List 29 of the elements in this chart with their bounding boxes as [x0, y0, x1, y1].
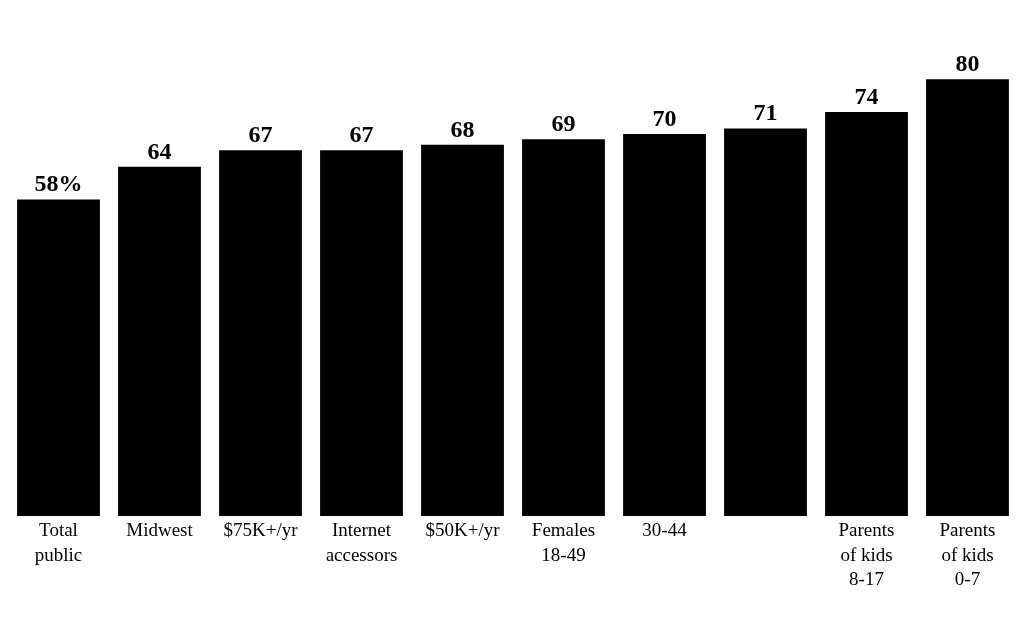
data-label: 80	[955, 50, 980, 77]
bar	[118, 166, 201, 516]
x-tick-label: Midwest	[126, 519, 194, 540]
bar	[522, 139, 605, 516]
bar	[926, 79, 1009, 516]
bar	[825, 112, 908, 516]
x-tick-label: 30-44	[642, 519, 688, 540]
x-tick-label: Parents of kids 0-7	[939, 519, 996, 590]
bar	[421, 144, 504, 516]
x-tick-label: Parents of kids 8-17	[838, 519, 895, 590]
bar	[17, 199, 100, 516]
bar	[320, 150, 403, 516]
x-tick-label: $75K+/yr	[223, 519, 299, 540]
bar	[724, 128, 807, 516]
data-label: 58%	[34, 170, 83, 197]
data-label: 71	[753, 99, 778, 126]
bar	[219, 150, 302, 516]
data-label: 64	[147, 137, 172, 164]
x-tick-label: $50K+/yr	[425, 519, 501, 540]
data-label: 74	[854, 83, 879, 110]
data-label: 70	[652, 104, 677, 131]
x-tick-label: Internet accessors	[325, 519, 398, 565]
data-label: 68	[450, 115, 475, 142]
x-tick-label: Total public	[34, 519, 83, 565]
data-label: 67	[349, 121, 374, 148]
data-label: 67	[248, 121, 273, 148]
bar	[623, 133, 706, 516]
x-tick-label: Females 18-49	[531, 519, 596, 565]
data-label: 69	[551, 110, 576, 137]
